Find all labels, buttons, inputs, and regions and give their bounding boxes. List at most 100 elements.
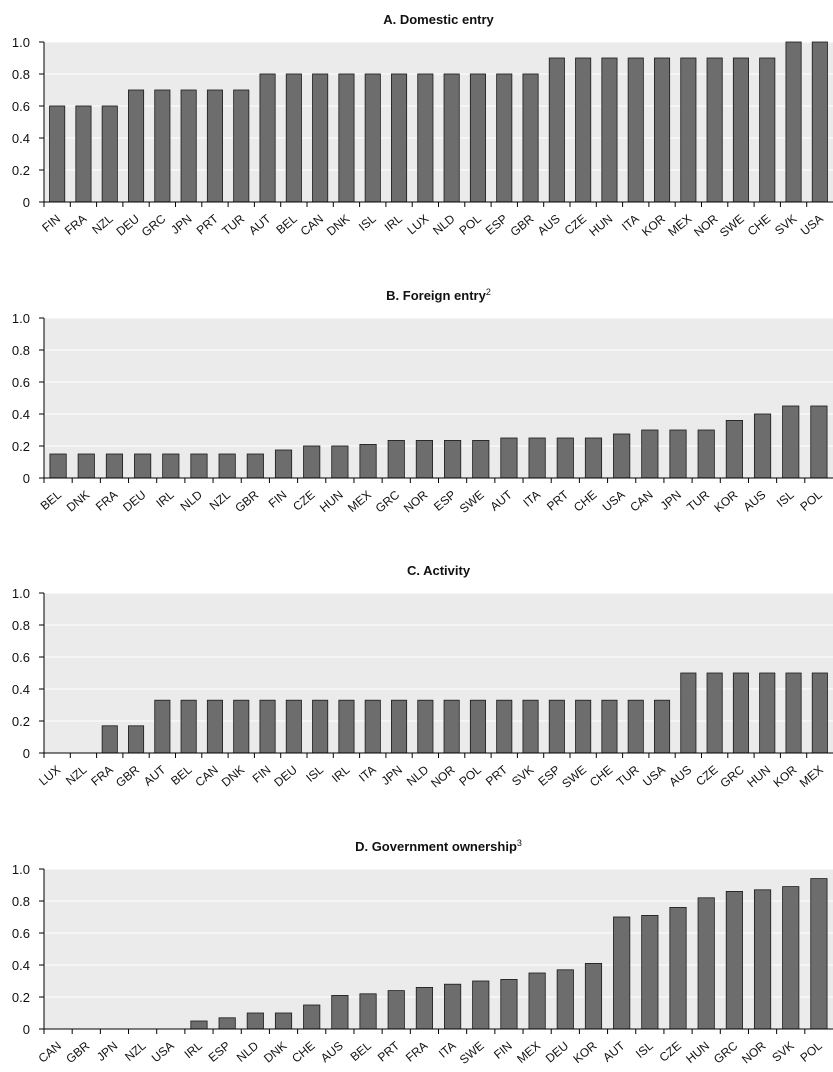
category-label: GBR (508, 211, 537, 239)
bar-che (759, 57, 776, 203)
bar-ita (444, 983, 462, 1030)
bar-deu (556, 969, 574, 1030)
category-label: NLD (404, 762, 432, 788)
category-label: FRA (403, 1039, 430, 1065)
category-label: IRL (329, 762, 353, 785)
bar-mex (528, 972, 546, 1030)
bar-prt (206, 89, 223, 203)
category-label: ISL (774, 487, 797, 510)
bar-ita (627, 57, 644, 203)
bar-usa (811, 41, 828, 203)
bar-cze (669, 907, 687, 1030)
category-label: AUT (487, 487, 515, 514)
bar-che (303, 1004, 321, 1030)
bar-isl (364, 73, 381, 203)
bar-gbr (128, 725, 145, 754)
bar-hun (601, 57, 618, 203)
category-label: DEU (543, 1039, 571, 1066)
bar-deu (128, 89, 145, 203)
bar-mex (680, 57, 697, 203)
category-label: HUN (744, 763, 773, 790)
bar-prt (496, 699, 513, 754)
bar-bel (49, 453, 67, 479)
category-label: DNK (219, 763, 247, 790)
bar-aus (331, 995, 349, 1030)
category-label: SWE (717, 212, 747, 240)
category-label: AUS (741, 488, 769, 515)
bar-cze (303, 445, 321, 479)
category-label: BEL (273, 211, 300, 237)
bar-aus (753, 413, 772, 479)
bar-tur (233, 89, 250, 203)
bar-aus (548, 57, 565, 203)
category-label: JPN (379, 763, 405, 788)
bar-deu (134, 453, 152, 479)
bar-jpn (391, 699, 408, 754)
bar-kor (584, 963, 603, 1030)
bar-can (206, 699, 223, 754)
category-label: NLD (430, 211, 458, 237)
category-label: USA (149, 1039, 177, 1066)
bar-svk (522, 699, 539, 754)
bar-fin (259, 699, 276, 754)
bar-aut (613, 916, 631, 1030)
category-label: AUS (318, 1039, 346, 1066)
y-tick-label: 0.6 (12, 926, 30, 941)
category-label: SVK (772, 212, 799, 238)
category-label: NZL (122, 1038, 149, 1064)
bar-nld (246, 1012, 264, 1030)
y-tick-label: 0.2 (12, 714, 30, 729)
bar-tur (697, 429, 715, 479)
y-tick-label: 0.2 (12, 163, 30, 178)
bar-svk (785, 41, 802, 203)
category-label: GRC (711, 1038, 741, 1066)
category-label: SWE (457, 1039, 487, 1067)
bar-deu (285, 699, 302, 754)
category-label: AUT (600, 1038, 628, 1065)
bar-grc (387, 439, 405, 479)
bar-irl (338, 699, 355, 754)
category-label: BEL (38, 487, 65, 513)
category-label: ESP (535, 763, 562, 789)
category-label: MEX (797, 763, 826, 790)
y-tick-label: 0.2 (12, 439, 30, 454)
chart-title: D. Government ownership3 (355, 838, 522, 854)
bar-esp (548, 699, 565, 754)
y-tick-label: 0 (23, 195, 30, 210)
bar-fin (274, 449, 293, 479)
bar-dnk (77, 453, 95, 479)
category-label: ITA (520, 488, 543, 510)
chart-panel-4: D. Government ownership3 0 0.2 0.4 0.6 0.8 1.0… (12, 838, 833, 1067)
category-label: MEX (345, 488, 374, 515)
bar-bel (180, 699, 197, 754)
y-tick-label: 1.0 (12, 35, 30, 50)
bar-bel (285, 73, 302, 203)
category-label: SWE (559, 763, 589, 791)
plot-area (44, 42, 833, 202)
bar-nor (443, 699, 460, 754)
category-label: FIN (39, 212, 63, 235)
category-label: CAN (298, 212, 326, 239)
category-label: DEU (120, 488, 148, 515)
category-label: ITA (436, 1039, 459, 1061)
category-label: NZL (207, 487, 234, 513)
y-tick-label: 0.8 (12, 618, 30, 633)
bar-hun (759, 672, 776, 754)
bar-nld (190, 453, 208, 479)
bar-can (641, 429, 659, 479)
bar-prt (387, 990, 405, 1030)
category-label: AUS (666, 763, 694, 790)
y-tick-label: 0.6 (12, 375, 30, 390)
category-label: JPN (168, 212, 194, 237)
bar-pol (810, 405, 828, 479)
bar-cze (575, 57, 592, 203)
bar-bel (359, 993, 377, 1030)
category-label: CHE (745, 212, 773, 239)
category-label: ESP (206, 1039, 233, 1065)
category-label: NOR (739, 1038, 769, 1066)
bar-nor (753, 889, 772, 1030)
category-label: KOR (711, 487, 740, 515)
bar-dnk (338, 73, 355, 203)
